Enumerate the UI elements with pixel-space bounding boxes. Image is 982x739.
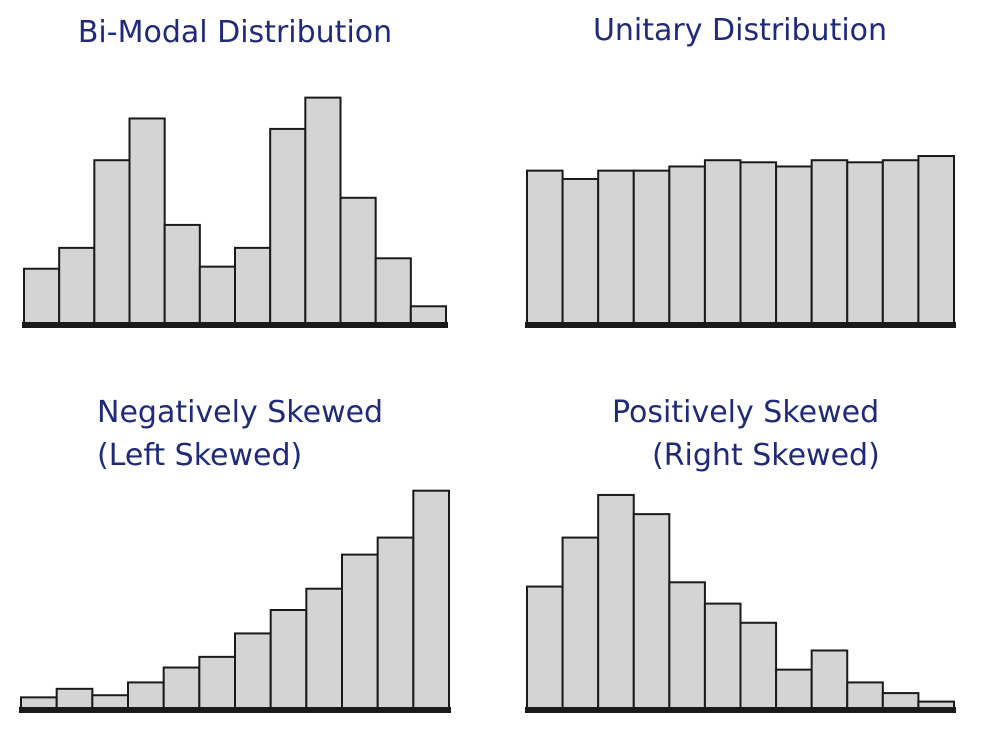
bar-4-8 xyxy=(775,668,813,710)
bar-4-11 xyxy=(881,692,920,710)
bar-2-5 xyxy=(668,165,706,324)
bar-1-9 xyxy=(304,96,342,324)
bar-1-2 xyxy=(58,246,96,324)
bar-4-10 xyxy=(846,681,884,709)
chart-panel-3: Negatively Skewed (Left Skewed) xyxy=(19,395,451,713)
bar-2-10 xyxy=(846,161,884,324)
bar-1-8 xyxy=(269,127,307,324)
chart-title-2-line-1: Unitary Distribution xyxy=(593,13,887,48)
bar-3-5 xyxy=(162,666,201,710)
bar-3-10 xyxy=(341,553,379,709)
bar-4-2 xyxy=(561,536,600,709)
bar-4-9 xyxy=(810,649,849,709)
bar-4-4 xyxy=(632,513,671,709)
bar-3-3 xyxy=(91,694,129,709)
bar-1-7 xyxy=(234,246,272,324)
bar-4-1 xyxy=(526,585,564,710)
bar-3-8 xyxy=(269,609,308,709)
bar-1-5 xyxy=(163,223,201,324)
bar-1-10 xyxy=(339,196,377,324)
bar-1-12 xyxy=(409,305,447,324)
bar-2-9 xyxy=(810,159,849,324)
bar-3-4 xyxy=(127,681,165,709)
bar-1-1 xyxy=(23,267,61,324)
chart-title-4-line-2: (Right Skewed) xyxy=(652,438,880,473)
bar-1-11 xyxy=(374,257,412,324)
chart-panel-4: Positively Skewed (Right Skewed) xyxy=(525,395,956,713)
bar-4-3 xyxy=(597,493,635,709)
bar-4-6 xyxy=(703,602,742,709)
chart-panel-1: Bi-Modal Distribution xyxy=(22,15,448,328)
chart-title-3-line-2: (Left Skewed) xyxy=(97,438,302,473)
bar-2-3 xyxy=(597,169,635,324)
bar-3-9 xyxy=(305,587,343,710)
bar-3-11 xyxy=(376,536,415,709)
chart-title-3-line-1: Negatively Skewed xyxy=(97,395,383,430)
bar-1-6 xyxy=(198,265,236,324)
bar-2-6 xyxy=(703,159,742,324)
bar-4-5 xyxy=(668,581,706,709)
bar-1-3 xyxy=(93,159,131,324)
bar-2-7 xyxy=(739,161,778,324)
bar-2-4 xyxy=(632,169,671,324)
chart-title-4-line-1: Positively Skewed xyxy=(612,395,879,430)
bar-2-12 xyxy=(917,155,955,324)
bar-2-8 xyxy=(775,165,813,324)
chart-title-1-line-1: Bi-Modal Distribution xyxy=(78,15,392,50)
bar-3-12 xyxy=(412,489,450,710)
bar-4-7 xyxy=(739,621,778,710)
bar-3-2 xyxy=(55,687,94,710)
chart-panel-2: Unitary Distribution xyxy=(525,13,956,328)
bar-3-6 xyxy=(198,655,236,709)
bar-3-1 xyxy=(20,696,58,709)
bar-2-2 xyxy=(561,178,600,324)
bar-2-11 xyxy=(881,159,920,324)
bar-1-4 xyxy=(128,117,166,325)
bar-3-7 xyxy=(234,632,272,709)
bar-2-1 xyxy=(526,169,564,324)
